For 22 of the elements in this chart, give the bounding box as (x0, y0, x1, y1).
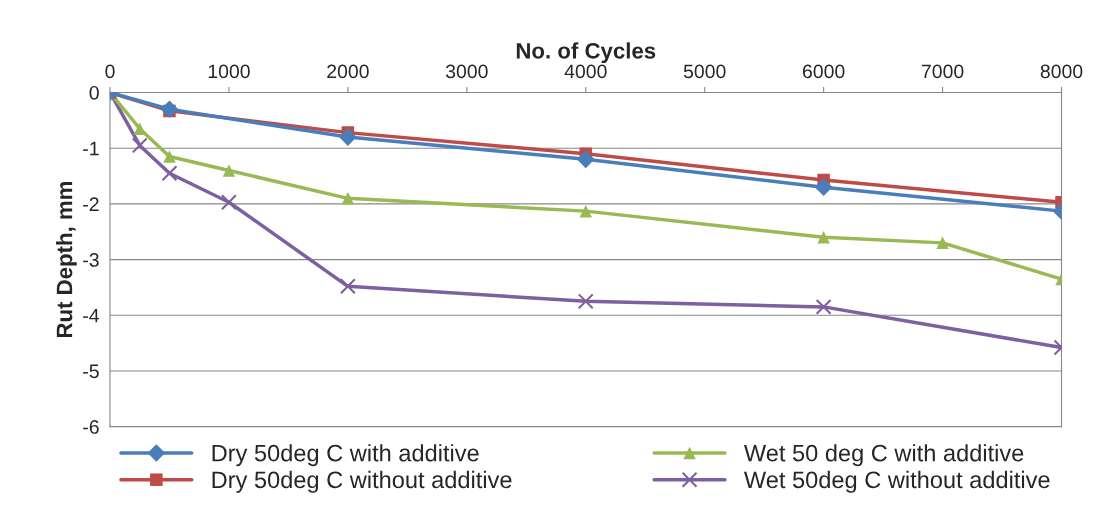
y-tick-label: -2 (83, 197, 99, 211)
y-tick-label: -4 (83, 308, 100, 323)
y-tick-label: 0 (89, 85, 99, 100)
y-tick-label: -5 (83, 364, 99, 379)
y-tick-label: -1 (83, 141, 99, 156)
x-tick-label: 0 (105, 64, 115, 79)
x-tick-label: 3000 (445, 64, 488, 79)
x-tick-label: 1000 (208, 64, 250, 79)
legend-label: Dry 50deg C with additive (212, 444, 479, 467)
x-tick-label: 7000 (921, 64, 964, 79)
legend-label: Wet 50deg C without additive (743, 470, 1050, 493)
legend-label: Dry 50deg C without additive (212, 470, 512, 493)
x-tick-label: 2000 (327, 64, 369, 79)
y-axis-title: Rut Depth, mm (56, 181, 77, 338)
x-tick-label: 8000 (1040, 64, 1083, 79)
legend-label: Wet 50 deg C with additive (743, 444, 1024, 467)
x-tick-label: 5000 (683, 64, 726, 79)
y-tick-label: -3 (83, 253, 99, 267)
x-axis-title: No. of Cycles (516, 42, 656, 64)
x-tick-label: 6000 (802, 64, 845, 79)
y-tick-label: -6 (83, 420, 99, 434)
x-tick-label: 4000 (564, 64, 607, 79)
